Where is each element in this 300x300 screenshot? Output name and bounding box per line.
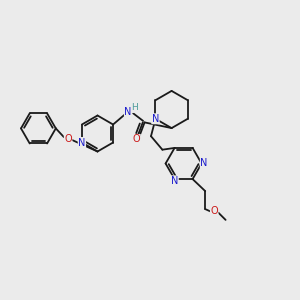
Text: O: O xyxy=(64,134,72,144)
Text: N: N xyxy=(200,158,208,169)
Text: N: N xyxy=(152,114,159,124)
Text: N: N xyxy=(171,176,178,186)
Text: N: N xyxy=(124,106,132,117)
Text: H: H xyxy=(132,103,138,112)
Text: O: O xyxy=(133,134,140,145)
Text: N: N xyxy=(78,137,85,148)
Text: O: O xyxy=(210,206,218,217)
